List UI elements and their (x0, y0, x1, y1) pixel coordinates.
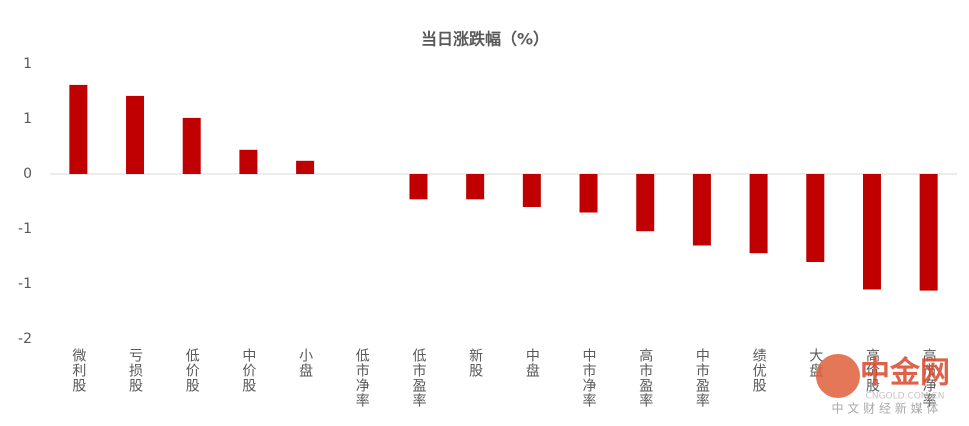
x-tick-label: 新股 (467, 348, 483, 378)
chart-title: 当日涨跌幅（%） (421, 30, 549, 49)
x-tick-label: 高市盈率 (637, 347, 653, 408)
x-tick-label: 低市净率 (354, 348, 370, 408)
bar (296, 160, 315, 174)
y-tick-label: -1 (18, 221, 32, 237)
bar (522, 174, 541, 207)
x-tick-label: 中价股 (240, 348, 256, 393)
x-tick-label: 中市净率 (581, 348, 597, 408)
watermark: 中金网 CNGOLD.COM.CN 中 文 财 经 新 媒 体 (816, 354, 950, 416)
bar (636, 174, 655, 232)
y-tick-label: -1 (18, 276, 32, 292)
bar (239, 149, 258, 174)
x-tick-label: 中市盈率 (694, 348, 710, 408)
bar (749, 174, 768, 254)
bar (692, 174, 711, 246)
bar (126, 95, 145, 174)
x-tick-label: 高市净率 (921, 347, 937, 408)
y-tick-label: 1 (23, 56, 32, 72)
bar (919, 174, 938, 291)
x-tick-label: 中盘 (524, 348, 540, 378)
x-tick-label: 绩优股 (751, 348, 767, 393)
bar (466, 174, 485, 200)
y-tick-label: 1 (23, 111, 32, 127)
x-tick-label: 低市盈率 (410, 348, 426, 408)
bar (69, 84, 88, 174)
bar (806, 174, 825, 262)
bar (579, 174, 598, 213)
watermark-url: CNGOLD.COM.CN (866, 392, 945, 402)
bar (409, 174, 428, 200)
watermark-tagline: 中 文 财 经 新 媒 体 (832, 401, 939, 416)
watermark-name: 中金网 (860, 356, 950, 391)
watermark-logo (816, 354, 860, 398)
bar (862, 174, 881, 290)
x-tick-label: 微利股 (70, 348, 86, 393)
x-tick-label: 小盘 (297, 348, 313, 378)
y-tick-label: 0 (23, 166, 32, 182)
bar (182, 117, 201, 174)
x-tick-label: 亏损股 (127, 348, 143, 393)
y-tick-label: -2 (18, 331, 32, 347)
x-tick-label: 低价股 (184, 348, 200, 393)
x-tick-label: 高价股 (864, 347, 880, 393)
